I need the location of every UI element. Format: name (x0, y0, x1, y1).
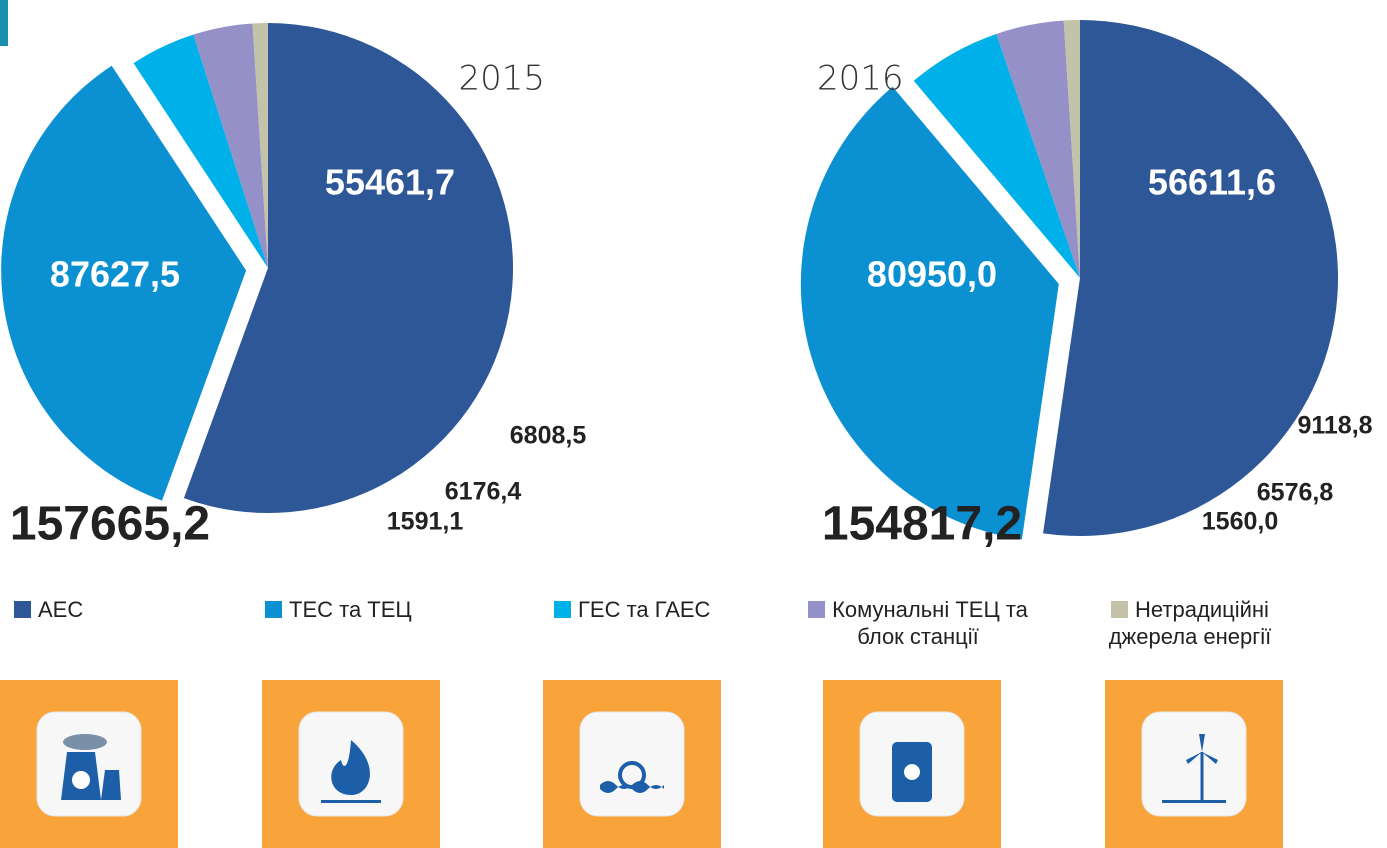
legend-item: ТЕС та ТЕЦ (265, 596, 525, 623)
value-label: 6808,5 (510, 422, 587, 450)
value-label: 56611,6 (1148, 162, 1276, 203)
icon (904, 764, 920, 780)
pie-slice (252, 23, 268, 268)
icon (72, 771, 90, 789)
legend-item: Нетрадиційні джерела енергії (1080, 596, 1300, 650)
icon-bg (1141, 711, 1247, 817)
chart-title: 2016 (817, 59, 904, 99)
value-label: 1560,0 (1202, 508, 1278, 536)
icon (1186, 734, 1218, 764)
value-label: 1591,1 (387, 508, 464, 536)
pie-slice (913, 33, 1080, 278)
icon (618, 761, 646, 789)
value-label: 6576,8 (1257, 479, 1334, 507)
icon (321, 800, 381, 803)
pie-slice (1043, 20, 1338, 536)
value-label: 55461,7 (325, 162, 455, 203)
legend-item: АЕС (14, 596, 274, 623)
legend-swatch (265, 601, 282, 618)
legend-label: ТЕС та ТЕЦ (289, 597, 412, 622)
legend-label: АЕС (38, 597, 84, 622)
tiles (0, 680, 1283, 848)
pie-slice (996, 20, 1080, 279)
legend-item: ГЕС та ГАЕС (554, 596, 794, 623)
value-label: 80950,0 (867, 254, 997, 295)
legend-item: Комунальні ТЕЦ та блок станції (808, 596, 1028, 650)
accent-bar (0, 0, 8, 46)
pie-slice (1063, 20, 1080, 278)
pie-slice (193, 23, 268, 268)
legend-swatch (1111, 601, 1129, 618)
legend-swatch (808, 601, 826, 618)
pie-slice (133, 34, 268, 268)
legend-swatch (14, 601, 31, 618)
value-label: 9118,8 (1297, 412, 1372, 440)
value-label: 87627,5 (50, 254, 180, 295)
pie-slice (1, 65, 247, 501)
icon (63, 734, 107, 750)
chart-title: 2015 (458, 59, 545, 99)
legend-label: Комунальні ТЕЦ та блок станції (832, 597, 1028, 649)
legend-swatch (554, 601, 571, 618)
total-label: 157665,2 (10, 498, 210, 551)
icon (1162, 800, 1226, 803)
legend-label: Нетрадиційні джерела енергії (1108, 597, 1272, 649)
legend-label: ГЕС та ГАЕС (578, 597, 711, 622)
value-label: 6176,4 (445, 478, 522, 506)
total-label: 154817,2 (822, 498, 1022, 551)
icon (331, 740, 370, 795)
pie-slice (800, 86, 1059, 540)
icon (61, 752, 121, 800)
pie-slice (183, 22, 514, 513)
